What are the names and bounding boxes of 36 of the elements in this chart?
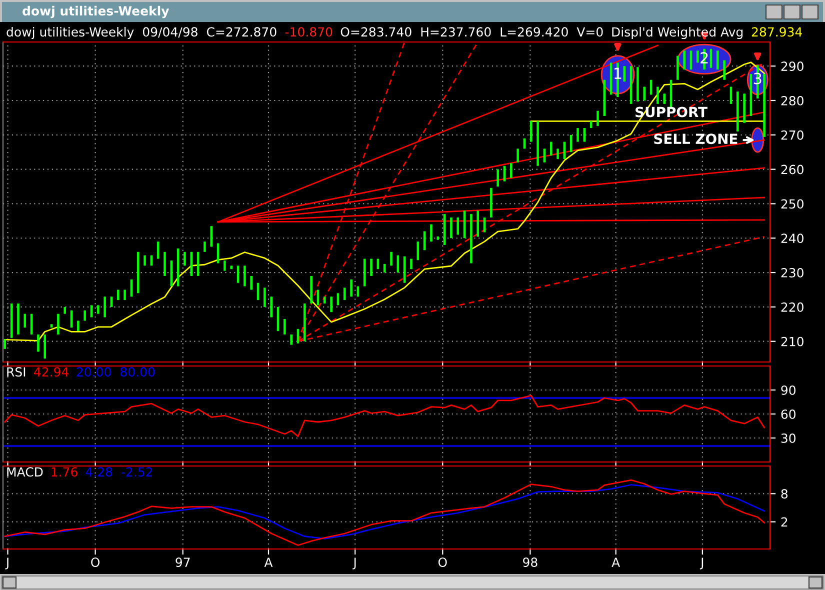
text: 287.934 (752, 27, 802, 37)
y-tick-label: 220 (781, 302, 804, 312)
y-tick-label: 90 (781, 385, 796, 395)
chart-title: RSI (7, 367, 26, 377)
annotation: 1.76 (52, 467, 78, 477)
x-tick-label: J (700, 558, 704, 570)
y-tick-label: 240 (781, 234, 804, 244)
y-tick-label: 2 (781, 517, 788, 527)
x-tick-label: A (612, 558, 620, 567)
x-tick-label: O (438, 558, 447, 568)
series-label: Displ'd Weighted Avg (612, 26, 743, 40)
annotation: 4.28 -2.52 (86, 467, 152, 477)
text: -10.870 (285, 27, 332, 37)
x-tick-label: J (5, 558, 8, 570)
x-tick-label: 98 (523, 558, 538, 568)
y-tick-label: 230 (781, 268, 804, 278)
y-tick-label: 290 (781, 62, 804, 72)
y-tick-label: 210 (781, 336, 804, 346)
y-tick-label: 30 (781, 433, 796, 443)
x-tick-label: O (91, 558, 100, 568)
y-tick-label: 8 (781, 489, 788, 499)
annotation: 42.94 (34, 367, 68, 377)
chart-title: dowj utilities-Weekly (22, 6, 170, 18)
x-tick-label: A (264, 558, 273, 567)
annotation: 20.00 80.00 (76, 367, 155, 377)
x-tick-label: J (352, 558, 356, 570)
x-tick-label: 97 (176, 558, 190, 568)
annotation: SELL ZONE (654, 134, 738, 144)
y-tick-label: 250 (781, 199, 804, 209)
y-tick-label: 260 (781, 164, 804, 174)
y-tick-label: 60 (781, 409, 796, 419)
y-tick-label: 270 (781, 130, 804, 140)
text: O=283.740 H=237.760 L=269.420 V=0 (340, 27, 603, 37)
y-tick-label: 280 (781, 96, 804, 106)
chart-subtitle: dowj utilities-Weekly 09/04/98 C=272.870 (6, 26, 276, 40)
chart-title: MACD (7, 467, 43, 477)
